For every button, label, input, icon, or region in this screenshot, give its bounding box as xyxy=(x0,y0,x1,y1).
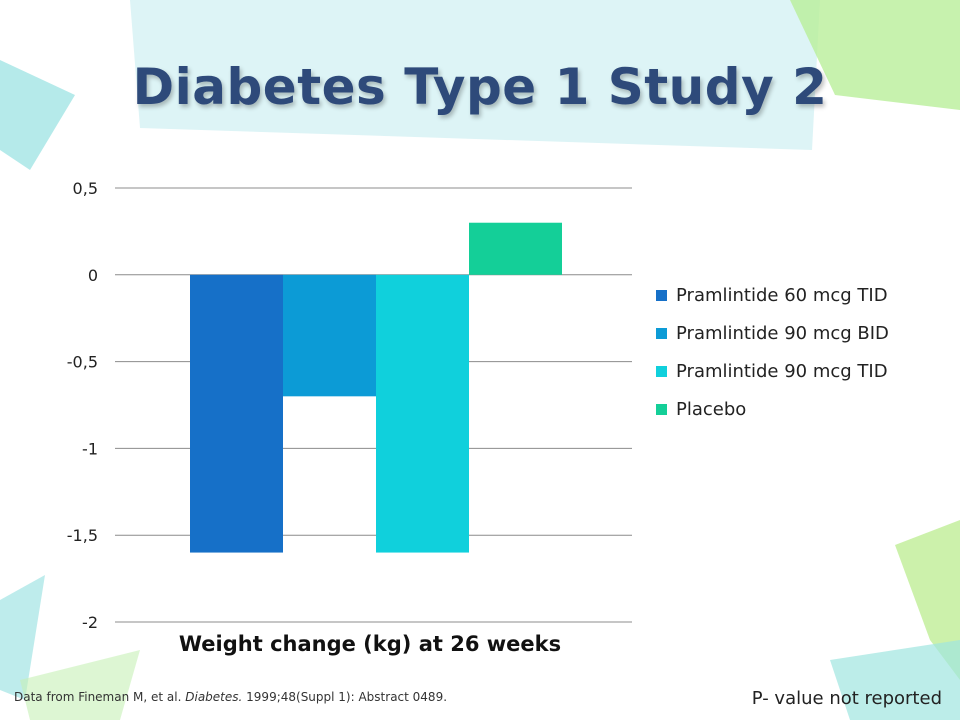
p-value-note: P- value not reported xyxy=(751,688,942,709)
y-tick-label: 0,5 xyxy=(73,179,98,198)
source-suffix: 1999;48(Suppl 1): Abstract 0489. xyxy=(242,690,448,704)
bar xyxy=(190,274,283,553)
legend-swatch xyxy=(656,366,667,377)
deco-shape-right xyxy=(895,520,960,680)
deco-shape-top xyxy=(130,0,820,150)
legend-label: Pramlintide 90 mcg BID xyxy=(676,323,889,344)
legend-label: Placebo xyxy=(676,399,747,420)
y-tick-label: -1 xyxy=(82,439,98,458)
slide-title: Diabetes Type 1 Study 2 xyxy=(132,58,828,116)
legend-item: Placebo xyxy=(656,397,926,423)
x-axis-label: Weight change (kg) at 26 weeks xyxy=(178,632,562,656)
deco-shape-top-right xyxy=(790,0,960,110)
y-tick-label: -1,5 xyxy=(67,526,98,545)
legend-label: Pramlintide 60 mcg TID xyxy=(676,285,888,306)
source-journal: Diabetes. xyxy=(185,690,243,704)
bars xyxy=(190,222,562,553)
deco-shape-top-left xyxy=(0,60,75,170)
y-tick-label: -0,5 xyxy=(67,353,98,372)
legend-swatch xyxy=(656,404,667,415)
legend-label: Pramlintide 90 mcg TID xyxy=(676,361,888,382)
y-tick-label: 0 xyxy=(88,266,98,285)
legend-swatch xyxy=(656,328,667,339)
y-axis-tick-labels: 0,5 0 -0,5 -1 -1,5 -2 xyxy=(67,179,98,632)
deco-shape-bottom-left xyxy=(0,575,45,700)
bar xyxy=(469,222,562,275)
deco-shape-bottom-left-2 xyxy=(20,650,140,720)
source-citation: Data from Fineman M, et al. Diabetes. 19… xyxy=(14,690,447,704)
legend-item: Pramlintide 90 mcg TID xyxy=(656,359,926,385)
bar xyxy=(376,274,469,553)
bar xyxy=(283,274,376,397)
y-tick-label: -2 xyxy=(82,613,98,632)
chart-legend: Pramlintide 60 mcg TID Pramlintide 90 mc… xyxy=(656,283,926,435)
legend-item: Pramlintide 60 mcg TID xyxy=(656,283,926,309)
deco-shape-bottom-right xyxy=(830,640,960,720)
legend-swatch xyxy=(656,290,667,301)
legend-item: Pramlintide 90 mcg BID xyxy=(656,321,926,347)
source-prefix: Data from Fineman M, et al. xyxy=(14,690,182,704)
